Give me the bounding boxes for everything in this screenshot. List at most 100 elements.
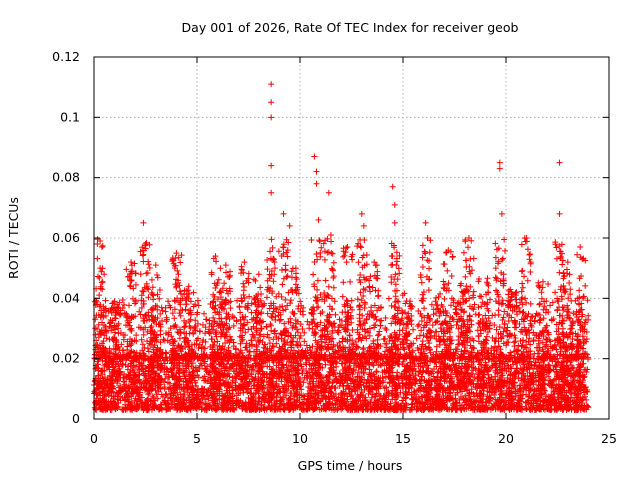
data-point — [195, 302, 202, 309]
data-point — [261, 389, 268, 396]
data-point — [500, 300, 507, 307]
data-point — [414, 399, 421, 406]
data-point — [153, 391, 160, 398]
data-point — [416, 332, 423, 339]
chart-title: Day 001 of 2026, Rate Of TEC Index for r… — [182, 20, 519, 35]
data-point — [202, 396, 209, 403]
data-point — [298, 363, 305, 370]
data-point — [285, 367, 292, 374]
data-point — [248, 364, 255, 371]
data-point — [137, 397, 144, 404]
data-points — [91, 81, 592, 413]
data-point — [467, 401, 474, 408]
data-point — [424, 362, 431, 369]
data-point — [249, 394, 256, 401]
data-point — [174, 389, 181, 396]
data-point — [534, 350, 541, 357]
data-point — [230, 322, 237, 329]
data-point — [99, 397, 106, 404]
data-point — [179, 307, 186, 314]
data-point — [550, 387, 557, 394]
data-point — [433, 391, 440, 398]
data-point — [447, 302, 454, 309]
data-point — [371, 393, 378, 400]
data-point — [411, 388, 418, 395]
data-point — [436, 392, 443, 399]
data-point — [519, 395, 526, 402]
data-point — [326, 401, 333, 408]
data-point — [201, 373, 208, 380]
data-point — [389, 406, 396, 413]
data-point — [400, 406, 407, 413]
data-point — [202, 377, 209, 384]
data-point — [408, 391, 415, 398]
data-point — [360, 406, 367, 413]
data-point — [377, 322, 384, 329]
data-point — [220, 395, 227, 402]
data-point — [380, 336, 387, 343]
data-point — [195, 374, 202, 381]
data-point — [488, 374, 495, 381]
data-point — [551, 397, 558, 404]
data-point — [500, 397, 507, 404]
data-point — [152, 387, 159, 394]
data-point — [334, 329, 341, 336]
data-point — [190, 394, 197, 401]
data-point — [196, 362, 203, 369]
data-point — [93, 391, 100, 398]
data-point — [545, 373, 552, 380]
data-point — [429, 322, 436, 329]
data-point — [385, 295, 392, 302]
data-point — [471, 403, 478, 410]
data-point — [354, 397, 361, 404]
data-point — [496, 394, 503, 401]
data-point — [525, 393, 532, 400]
data-point — [232, 379, 239, 386]
data-point — [508, 389, 515, 396]
data-point — [205, 371, 212, 378]
data-point — [92, 316, 99, 323]
data-point — [262, 359, 269, 366]
data-point — [465, 404, 472, 411]
data-point — [165, 298, 172, 305]
data-point — [252, 400, 259, 407]
data-point — [215, 404, 222, 411]
data-point — [122, 405, 129, 412]
data-point — [278, 378, 285, 385]
data-point — [466, 390, 473, 397]
data-point — [187, 399, 194, 406]
data-point — [201, 310, 208, 317]
data-point — [375, 332, 382, 339]
data-point — [303, 368, 310, 375]
data-point — [229, 393, 236, 400]
data-point — [392, 396, 399, 403]
data-point — [347, 376, 354, 383]
data-point — [412, 397, 419, 404]
data-point — [177, 312, 184, 319]
data-point — [409, 401, 416, 408]
data-point — [498, 391, 505, 398]
data-point — [516, 392, 523, 399]
data-point — [332, 311, 339, 318]
data-point — [531, 362, 538, 369]
data-point — [463, 397, 470, 404]
data-point — [287, 297, 294, 304]
data-point — [367, 398, 374, 405]
data-point — [388, 302, 395, 309]
data-point — [423, 397, 430, 404]
data-point — [500, 406, 507, 413]
data-point — [97, 392, 104, 399]
data-point — [343, 398, 350, 405]
data-point — [261, 405, 268, 412]
data-point — [198, 385, 205, 392]
data-point — [338, 398, 345, 405]
data-point — [505, 398, 512, 405]
data-point — [169, 403, 176, 410]
data-point — [294, 391, 301, 398]
data-point — [532, 406, 539, 413]
data-point — [306, 379, 313, 385]
data-point — [233, 392, 240, 399]
data-point — [549, 299, 556, 306]
data-point — [300, 379, 307, 386]
